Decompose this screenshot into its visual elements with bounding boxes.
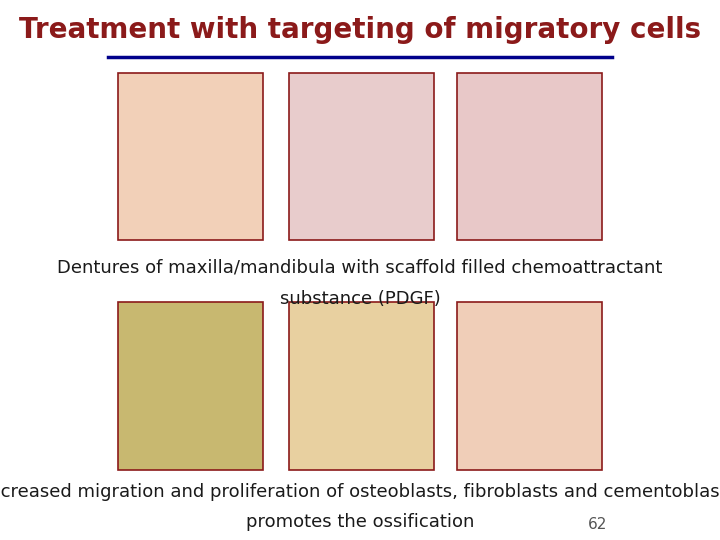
Bar — [118, 302, 263, 470]
Bar — [457, 73, 602, 240]
Text: 62: 62 — [588, 517, 607, 532]
Bar — [289, 73, 433, 240]
Text: Treatment with targeting of migratory cells: Treatment with targeting of migratory ce… — [19, 16, 701, 44]
Text: Dentures of maxilla/mandibula with scaffold filled chemoattractant: Dentures of maxilla/mandibula with scaff… — [58, 258, 662, 276]
Bar — [289, 302, 433, 470]
Text: promotes the ossification: promotes the ossification — [246, 513, 474, 531]
Bar — [118, 73, 263, 240]
Text: Increased migration and proliferation of osteoblasts, fibroblasts and cementobla: Increased migration and proliferation of… — [0, 483, 720, 502]
Text: substance (PDGF): substance (PDGF) — [279, 289, 441, 308]
Bar — [457, 302, 602, 470]
